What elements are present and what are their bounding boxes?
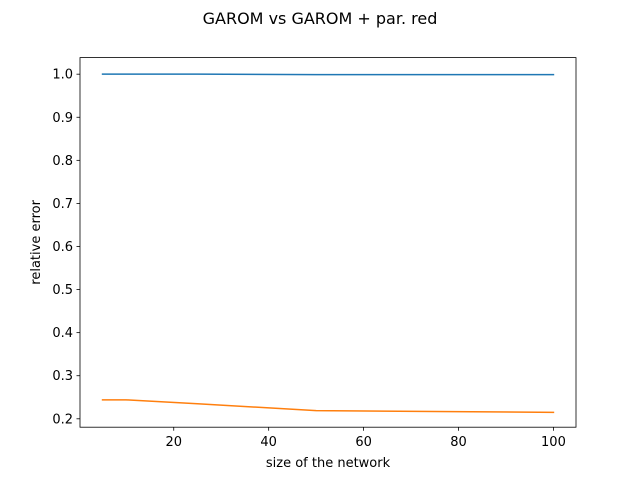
y-tick-label: 0.3 bbox=[52, 369, 73, 384]
series-layer bbox=[101, 73, 555, 414]
x-tick-label: 20 bbox=[165, 435, 182, 450]
x-tick-label: 80 bbox=[450, 435, 467, 450]
y-tick-label: 1.0 bbox=[52, 68, 73, 83]
y-tick-label: 0.5 bbox=[52, 283, 73, 298]
x-axis-label: size of the network bbox=[266, 456, 391, 471]
y-tick-label: 0.7 bbox=[52, 197, 73, 212]
y-tick-label: 0.8 bbox=[52, 154, 73, 169]
series-line-2 bbox=[101, 399, 555, 414]
y-tick-label: 0.9 bbox=[52, 111, 73, 126]
x-tick-label: 60 bbox=[355, 435, 372, 450]
y-tick-label: 0.2 bbox=[52, 412, 73, 427]
y-tick-label: 0.6 bbox=[52, 240, 73, 255]
plot-area bbox=[80, 57, 576, 428]
chart-title: GAROM vs GAROM + par. red bbox=[203, 9, 438, 28]
plot-frame bbox=[79, 57, 577, 428]
x-tick-label: 40 bbox=[260, 435, 277, 450]
y-axis-label: relative error bbox=[29, 199, 44, 284]
y-tick-label: 0.4 bbox=[52, 326, 73, 341]
x-tick-label: 100 bbox=[541, 435, 566, 450]
axes: 20 40 60 80 100 0.2 0.3 0.4 0.5 0.6 0.7 0.8 0.9 1.0 bbox=[52, 57, 577, 450]
